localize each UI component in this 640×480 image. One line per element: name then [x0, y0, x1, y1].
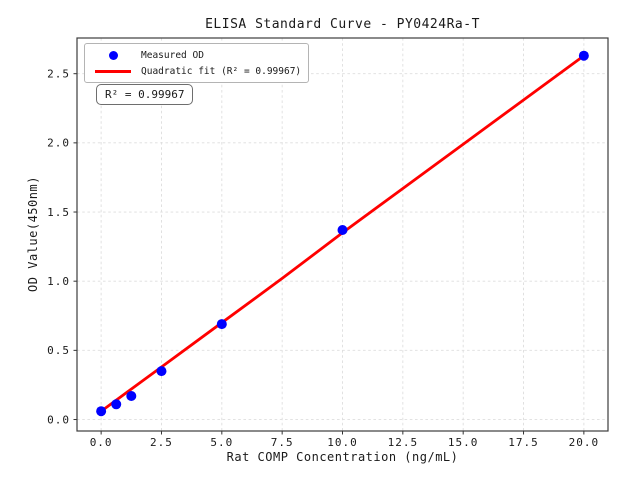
data-point — [126, 391, 137, 402]
x-tick-label: 2.5 — [150, 436, 173, 449]
r-squared-annotation: R² = 0.99967 — [96, 84, 194, 105]
x-tick-label: 10.0 — [327, 436, 358, 449]
legend-label-quadratic-fit: Quadratic fit (R² = 0.99967) — [141, 65, 302, 77]
legend-item-measured-od: Measured OD — [85, 47, 301, 63]
plot-border — [76, 37, 609, 432]
fit-line-marker-icon — [95, 69, 131, 73]
x-tick-label: 7.5 — [271, 436, 294, 449]
x-tick-label: 20.0 — [569, 436, 600, 449]
scatter-marker-icon — [108, 50, 118, 60]
x-tick-label: 17.5 — [508, 436, 539, 449]
y-tick-label: 0.0 — [47, 413, 70, 426]
data-point — [578, 50, 589, 61]
y-tick-label: 2.0 — [47, 137, 70, 150]
legend-box: Measured OD Quadratic fit (R² = 0.99967) — [84, 43, 310, 83]
x-tick-label: 0.0 — [90, 436, 113, 449]
x-tick-label: 15.0 — [448, 436, 479, 449]
y-tick-label: 0.5 — [47, 344, 70, 357]
y-tick-label: 1.5 — [47, 206, 70, 219]
x-tick-label: 5.0 — [210, 436, 233, 449]
data-point — [96, 406, 107, 417]
legend-label-measured-od: Measured OD — [141, 49, 204, 61]
data-point — [111, 399, 122, 410]
data-point — [156, 366, 167, 377]
y-axis-label: OD Value(450nm) — [26, 176, 40, 292]
y-tick-label: 1.0 — [47, 275, 70, 288]
x-axis-label: Rat COMP Concentration (ng/mL) — [226, 450, 459, 464]
x-tick-label: 12.5 — [388, 436, 419, 449]
chart-title: ELISA Standard Curve - PY0424Ra-T — [205, 17, 480, 32]
y-tick-label: 2.5 — [47, 67, 70, 80]
legend-item-quadratic-fit: Quadratic fit (R² = 0.99967) — [85, 63, 301, 79]
data-point — [337, 225, 348, 236]
data-point — [216, 319, 227, 330]
